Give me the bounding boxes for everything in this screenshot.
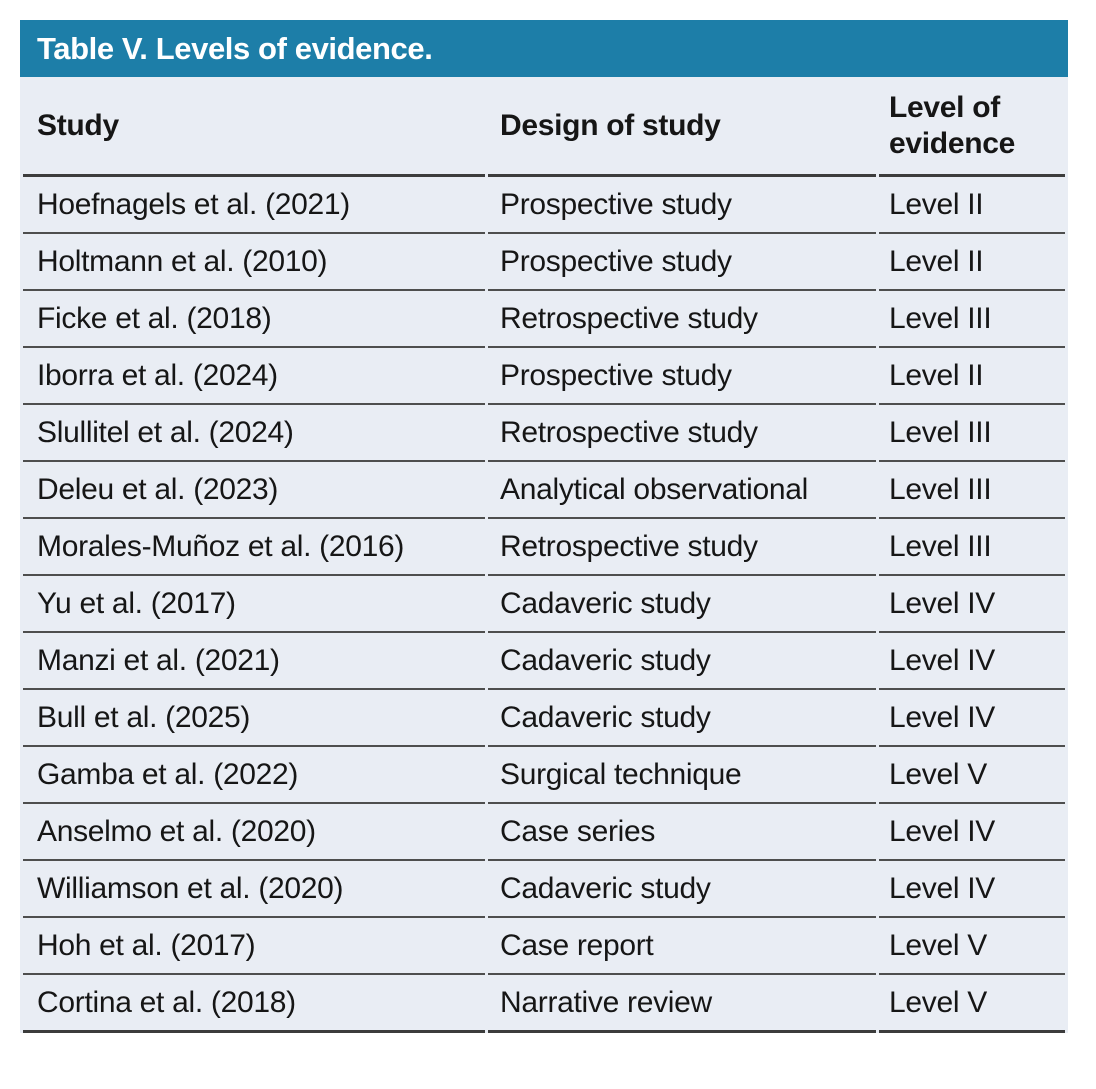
study-cell: Anselmo et al. (2020) xyxy=(23,804,485,861)
table-row: Hoh et al. (2017) Case report Level V xyxy=(23,918,1065,975)
study-cell: Bull et al. (2025) xyxy=(23,690,485,747)
study-cell: Deleu et al. (2023) xyxy=(23,462,485,519)
design-cell: Cadaveric study xyxy=(488,633,876,690)
design-cell: Prospective study xyxy=(488,177,876,234)
level-cell: Level III xyxy=(879,405,1065,462)
table-title: Table V. Levels of evidence. xyxy=(37,30,433,66)
table-row: Hoefnagels et al. (2021) Prospective stu… xyxy=(23,177,1065,234)
study-cell: Iborra et al. (2024) xyxy=(23,348,485,405)
table-body: Hoefnagels et al. (2021) Prospective stu… xyxy=(23,177,1065,1033)
table-row: Yu et al. (2017) Cadaveric study Level I… xyxy=(23,576,1065,633)
level-cell: Level IV xyxy=(879,861,1065,918)
table-row: Bull et al. (2025) Cadaveric study Level… xyxy=(23,690,1065,747)
table-row: Anselmo et al. (2020) Case series Level … xyxy=(23,804,1065,861)
table-row: Deleu et al. (2023) Analytical observati… xyxy=(23,462,1065,519)
levels-of-evidence-table: Study Design of study Level of evidence … xyxy=(20,77,1068,1033)
study-cell: Williamson et al. (2020) xyxy=(23,861,485,918)
table-row: Williamson et al. (2020) Cadaveric study… xyxy=(23,861,1065,918)
table-row: Gamba et al. (2022) Surgical technique L… xyxy=(23,747,1065,804)
table-title-bar: Table V. Levels of evidence. xyxy=(20,20,1068,77)
study-cell: Hoh et al. (2017) xyxy=(23,918,485,975)
study-cell: Gamba et al. (2022) xyxy=(23,747,485,804)
table-row: Slullitel et al. (2024) Retrospective st… xyxy=(23,405,1065,462)
level-cell: Level II xyxy=(879,234,1065,291)
design-cell: Retrospective study xyxy=(488,519,876,576)
study-cell: Holtmann et al. (2010) xyxy=(23,234,485,291)
design-cell: Narrative review xyxy=(488,975,876,1033)
design-cell: Retrospective study xyxy=(488,291,876,348)
level-cell: Level V xyxy=(879,918,1065,975)
table-header-row: Study Design of study Level of evidence xyxy=(23,77,1065,177)
study-cell: Morales-Muñoz et al. (2016) xyxy=(23,519,485,576)
level-cell: Level IV xyxy=(879,804,1065,861)
design-cell: Case series xyxy=(488,804,876,861)
level-cell: Level III xyxy=(879,519,1065,576)
level-cell: Level III xyxy=(879,462,1065,519)
level-cell: Level V xyxy=(879,747,1065,804)
table-row: Ficke et al. (2018) Retrospective study … xyxy=(23,291,1065,348)
level-cell: Level II xyxy=(879,348,1065,405)
column-header-study: Study xyxy=(23,77,485,177)
study-cell: Cortina et al. (2018) xyxy=(23,975,485,1033)
level-cell: Level IV xyxy=(879,576,1065,633)
table-row: Holtmann et al. (2010) Prospective study… xyxy=(23,234,1065,291)
design-cell: Case report xyxy=(488,918,876,975)
table-row: Morales-Muñoz et al. (2016) Retrospectiv… xyxy=(23,519,1065,576)
design-cell: Cadaveric study xyxy=(488,861,876,918)
level-cell: Level II xyxy=(879,177,1065,234)
design-cell: Prospective study xyxy=(488,348,876,405)
table-row: Manzi et al. (2021) Cadaveric study Leve… xyxy=(23,633,1065,690)
level-cell: Level III xyxy=(879,291,1065,348)
design-cell: Cadaveric study xyxy=(488,690,876,747)
study-cell: Yu et al. (2017) xyxy=(23,576,485,633)
design-cell: Surgical technique xyxy=(488,747,876,804)
table-row: Iborra et al. (2024) Prospective study L… xyxy=(23,348,1065,405)
column-header-design-of-study: Design of study xyxy=(488,77,876,177)
study-cell: Manzi et al. (2021) xyxy=(23,633,485,690)
study-cell: Hoefnagels et al. (2021) xyxy=(23,177,485,234)
design-cell: Retrospective study xyxy=(488,405,876,462)
column-header-level-of-evidence: Level of evidence xyxy=(879,77,1065,177)
study-cell: Ficke et al. (2018) xyxy=(23,291,485,348)
level-cell: Level IV xyxy=(879,633,1065,690)
evidence-table-card: Table V. Levels of evidence. Study Desig… xyxy=(20,20,1068,1033)
design-cell: Prospective study xyxy=(488,234,876,291)
study-cell: Slullitel et al. (2024) xyxy=(23,405,485,462)
level-cell: Level IV xyxy=(879,690,1065,747)
design-cell: Cadaveric study xyxy=(488,576,876,633)
level-cell: Level V xyxy=(879,975,1065,1033)
table-row: Cortina et al. (2018) Narrative review L… xyxy=(23,975,1065,1033)
design-cell: Analytical observational xyxy=(488,462,876,519)
